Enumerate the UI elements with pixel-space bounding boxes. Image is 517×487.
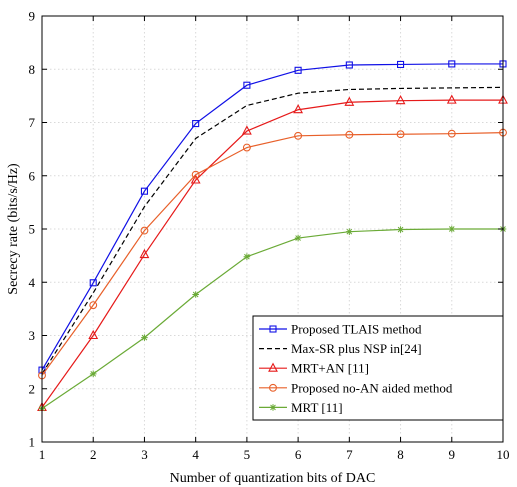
data-point: [447, 129, 456, 138]
legend-item: MRT+AN [11]: [259, 361, 369, 376]
data-point: [139, 248, 150, 259]
y-tick-label: 3: [29, 328, 36, 343]
data-point: [446, 94, 457, 104]
data-point: [293, 104, 304, 114]
data-point: [89, 279, 97, 287]
series-line: [41, 132, 504, 376]
data-point: [243, 81, 251, 89]
data-point: [397, 226, 404, 233]
data-point: [243, 253, 251, 260]
series-layer: [37, 60, 508, 412]
data-point: [192, 291, 199, 298]
legend-label: Proposed no-AN aided method: [291, 380, 453, 395]
data-point: [241, 125, 252, 135]
data-point: [294, 66, 302, 74]
y-tick-label: 6: [29, 168, 36, 183]
legend-item: Proposed TLAIS method: [259, 322, 422, 337]
legend-item: Proposed no-AN aided method: [259, 380, 453, 395]
data-point: [140, 187, 148, 195]
data-point: [344, 96, 355, 106]
x-tick-label: 7: [346, 447, 353, 462]
series-proposed-tlais-method: [38, 60, 507, 374]
y-tick-label: 4: [29, 275, 36, 290]
legend: Proposed TLAIS method Max-SR plus NSP in[…: [252, 315, 504, 421]
legend-label: MRT [11]: [291, 400, 343, 415]
series-line: [41, 99, 503, 408]
y-tick-label: 2: [29, 381, 36, 396]
legend-item: MRT [11]: [259, 400, 343, 415]
y-tick-label: 1: [29, 435, 36, 450]
series-max-sr-plus-nsp-in-24: [41, 86, 504, 375]
legend-marker: [269, 404, 277, 411]
data-point: [294, 131, 303, 140]
data-point: [397, 60, 405, 69]
x-tick-label: 2: [90, 447, 97, 462]
legend-marker: [268, 362, 278, 372]
data-point: [89, 301, 98, 310]
y-tick-label: 7: [29, 115, 36, 130]
data-point: [141, 334, 148, 341]
x-tick-label: 10: [497, 447, 510, 462]
data-point: [192, 120, 200, 128]
data-point: [396, 130, 405, 139]
x-tick-label: 8: [397, 447, 404, 462]
ticks: 1 2 3 4 5 6 7 8 9 10 1 2 3 4 5 6 7 8 9: [29, 9, 510, 463]
data-point: [395, 94, 406, 105]
legend-label: Max-SR plus NSP in[24]: [291, 341, 422, 356]
data-point: [346, 228, 353, 235]
x-tick-label: 3: [141, 447, 148, 462]
y-tick-label: 8: [29, 62, 36, 77]
x-axis-label: Number of quantization bits of DAC: [170, 471, 376, 486]
x-tick-label: 9: [449, 447, 456, 462]
series-line: [41, 63, 503, 371]
series-line: [41, 228, 503, 409]
data-point: [191, 170, 200, 179]
x-tick-label: 4: [192, 447, 199, 462]
data-point: [89, 370, 97, 378]
y-tick-label: 5: [29, 222, 36, 237]
series-line: [41, 86, 504, 375]
data-point: [140, 226, 149, 235]
series-proposed-no-an-aided-method: [38, 128, 507, 380]
data-point: [448, 60, 456, 68]
y-tick-label: 9: [29, 9, 36, 24]
data-point: [345, 61, 353, 69]
data-point: [88, 329, 99, 340]
legend-item: Max-SR plus NSP in[24]: [259, 341, 422, 356]
legend-label: Proposed TLAIS method: [291, 322, 422, 337]
data-point: [294, 234, 302, 242]
x-tick-label: 6: [295, 447, 302, 462]
legend-marker: [269, 325, 277, 333]
data-point: [242, 143, 251, 152]
legend-box: [252, 315, 504, 421]
x-tick-label: 5: [244, 447, 251, 462]
data-point: [190, 174, 201, 184]
legend-label: MRT+AN [11]: [291, 361, 369, 376]
y-axis-label: Secrecy rate (bits/s/Hz): [6, 163, 21, 295]
x-tick-label: 1: [39, 447, 46, 462]
legend-marker: [269, 383, 277, 392]
data-point: [345, 130, 354, 139]
data-point: [448, 225, 456, 233]
